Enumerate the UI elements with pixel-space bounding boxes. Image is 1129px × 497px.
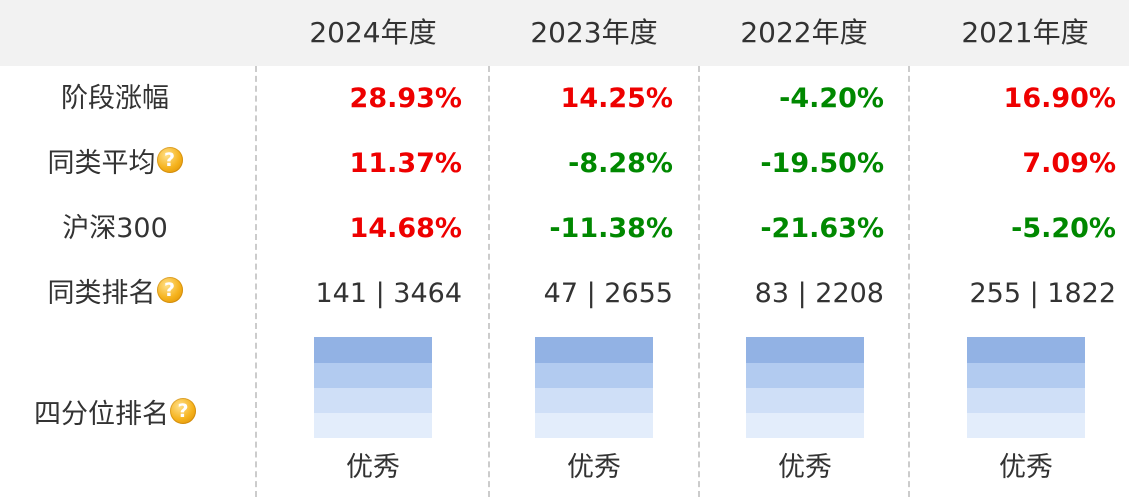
quartile-band [535, 413, 653, 438]
quartile-band [746, 413, 864, 438]
period-change-2023: 14.25% [560, 83, 673, 114]
period-change-2021: 16.90% [1003, 83, 1116, 114]
column-divider [698, 66, 700, 497]
quartile-bar-2023 [535, 337, 653, 438]
row-label-text: 沪深300 [62, 213, 168, 244]
quartile-band [967, 413, 1085, 438]
quartile-label-2021: 优秀 [999, 452, 1053, 483]
row-label-text: 四分位排名 [34, 399, 169, 430]
category-rank-2023: 47 | 2655 [543, 278, 673, 309]
quartile-band [746, 363, 864, 388]
quartile-band [746, 388, 864, 413]
row-label-text: 阶段涨幅 [61, 83, 169, 114]
quartile-band [746, 337, 864, 363]
quartile-band [535, 363, 653, 388]
category-rank-2021: 255 | 1822 [969, 278, 1116, 309]
year-header-2023: 2023年度 [530, 16, 658, 49]
quartile-bar-2024 [314, 337, 432, 438]
column-divider [488, 66, 490, 497]
question-mark-icon[interactable]: ? [156, 147, 183, 173]
quartile-band [967, 337, 1085, 363]
row-label-text: 同类排名 [47, 278, 156, 309]
quartile-band [314, 363, 432, 388]
quartile-band [314, 337, 432, 363]
column-divider [255, 66, 257, 497]
quartile-bar-2021 [967, 337, 1085, 438]
question-mark-icon[interactable]: ? [170, 398, 196, 424]
csi300-2022: -21.63% [760, 213, 884, 244]
row-label-category-rank: 同类排名? [0, 274, 230, 314]
quartile-label-2023: 优秀 [567, 452, 621, 483]
quartile-band [967, 388, 1085, 413]
question-mark-icon[interactable]: ? [156, 277, 183, 303]
category-rank-2022: 83 | 2208 [754, 278, 884, 309]
row-label-csi300: 沪深300 [0, 209, 230, 249]
csi300-2021: -5.20% [1011, 213, 1116, 244]
quartile-band [535, 388, 653, 413]
table-header-row: 2024年度 2023年度 2022年度 2021年度 [0, 0, 1129, 66]
quartile-band [535, 337, 653, 363]
csi300-2023: -11.38% [549, 213, 673, 244]
quartile-label-2022: 优秀 [778, 452, 832, 483]
csi300-2024: 14.68% [349, 213, 462, 244]
category-avg-2024: 11.37% [349, 148, 462, 179]
period-change-2022: -4.20% [779, 83, 884, 114]
quartile-band [314, 388, 432, 413]
row-label-category-avg: 同类平均? [0, 144, 230, 184]
row-label-quartile-rank: 四分位排名? [0, 395, 230, 435]
row-label-text: 同类平均 [47, 148, 156, 179]
year-header-2024: 2024年度 [309, 16, 437, 49]
category-avg-2023: -8.28% [568, 148, 673, 179]
category-rank-2024: 141 | 3464 [315, 278, 462, 309]
quartile-band [314, 413, 432, 438]
row-label-period-change: 阶段涨幅 [0, 79, 230, 119]
quartile-label-2024: 优秀 [346, 452, 400, 483]
year-header-2022: 2022年度 [740, 16, 868, 49]
period-change-2024: 28.93% [349, 83, 462, 114]
column-divider [908, 66, 910, 497]
category-avg-2021: 7.09% [1022, 148, 1116, 179]
quartile-band [967, 363, 1085, 388]
year-header-2021: 2021年度 [961, 16, 1089, 49]
quartile-bar-2022 [746, 337, 864, 438]
category-avg-2022: -19.50% [760, 148, 884, 179]
